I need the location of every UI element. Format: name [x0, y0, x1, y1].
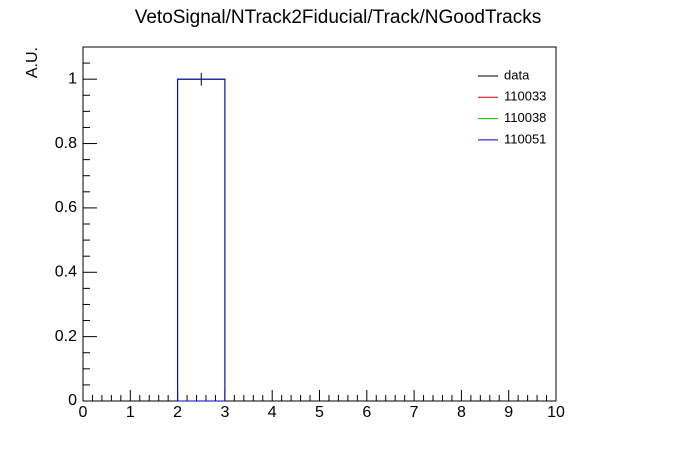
chart-title: VetoSignal/NTrack2Fiducial/Track/NGoodTr…: [135, 7, 542, 28]
x-tick-label: 7: [410, 404, 419, 421]
legend-label: 110038: [504, 110, 546, 125]
x-tick-label: 2: [173, 404, 182, 421]
y-tick-label: 1: [68, 70, 77, 87]
legend-label: data: [504, 67, 530, 82]
x-tick-label: 4: [268, 404, 277, 421]
x-tick-label: 3: [220, 404, 229, 421]
x-tick-label: 8: [457, 404, 466, 421]
y-tick-label: 0.4: [55, 263, 77, 280]
y-tick-label: 0.8: [55, 135, 77, 152]
histogram-bin: [177, 78, 226, 402]
y-tick-label: 0: [68, 392, 77, 409]
legend-label: 110051: [504, 131, 546, 146]
x-tick-label: 9: [504, 404, 513, 421]
y-tick-label: 0.2: [55, 328, 77, 345]
x-tick-label: 1: [126, 404, 135, 421]
y-axis-label: A.U.: [24, 47, 41, 78]
legend-label: 110033: [504, 89, 546, 104]
x-tick-label: 0: [79, 404, 88, 421]
y-tick-label: 0.6: [55, 199, 77, 216]
x-tick-label: 5: [315, 404, 324, 421]
histogram-bin: [177, 78, 226, 402]
plot-frame: [82, 46, 557, 402]
x-tick-label: 10: [547, 404, 565, 421]
histogram-bin: [177, 78, 226, 402]
x-tick-label: 6: [362, 404, 371, 421]
